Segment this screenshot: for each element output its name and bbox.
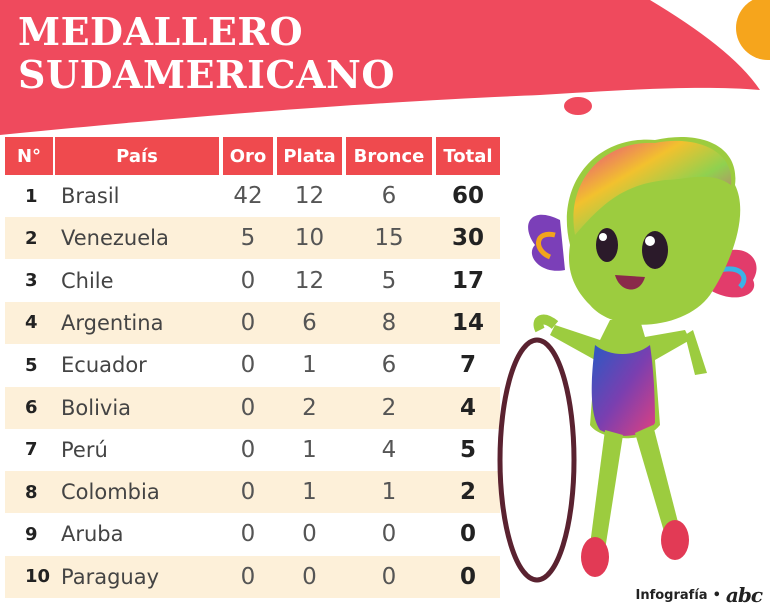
row-country: Bolivia xyxy=(61,395,132,420)
row-total: 30 xyxy=(451,225,484,252)
row-bronze: 8 xyxy=(381,309,397,336)
credit-label: Infografía xyxy=(635,587,708,603)
header-total: Total xyxy=(436,137,500,175)
row-country: Perú xyxy=(61,437,108,462)
row-country: Argentina xyxy=(61,310,164,335)
row-total: 0 xyxy=(459,563,476,590)
table-row: 6 Bolivia 0 2 2 4 xyxy=(5,386,500,429)
header-bronze: Bronce xyxy=(346,137,432,175)
row-bronze: 15 xyxy=(374,225,404,252)
row-number: 9 xyxy=(25,523,38,545)
page-title: MEDALLERO SUDAMERICANO xyxy=(18,10,395,96)
row-bronze: 0 xyxy=(381,521,397,548)
table-row: 9 Aruba 0 0 0 0 xyxy=(5,513,500,555)
row-silver: 1 xyxy=(302,479,317,506)
row-silver: 12 xyxy=(294,267,325,294)
row-country: Brasil xyxy=(61,184,120,208)
title-line-1: MEDALLERO xyxy=(18,9,304,54)
header-num: N° xyxy=(5,137,53,175)
row-silver: 12 xyxy=(294,183,325,209)
row-number: 7 xyxy=(25,439,38,461)
table-row: 2 Venezuela 5 10 15 30 xyxy=(5,217,500,260)
table-row: 7 Perú 0 1 4 5 xyxy=(5,429,500,471)
row-bronze: 4 xyxy=(381,436,397,463)
row-number: 8 xyxy=(25,481,38,503)
row-silver: 1 xyxy=(302,352,317,379)
row-bronze: 2 xyxy=(381,394,397,421)
row-total: 4 xyxy=(459,394,476,421)
row-number: 6 xyxy=(25,397,38,418)
row-total: 60 xyxy=(451,183,484,209)
row-bronze: 6 xyxy=(381,183,397,209)
row-gold: 42 xyxy=(233,183,263,209)
table-row: 1 Brasil 42 12 6 60 xyxy=(5,175,500,217)
header-gold: Oro xyxy=(223,137,273,175)
row-country: Venezuela xyxy=(61,226,169,251)
row-bronze: 6 xyxy=(381,352,397,379)
row-country: Colombia xyxy=(61,480,160,505)
row-total: 2 xyxy=(459,479,476,506)
row-total: 0 xyxy=(459,521,476,548)
row-silver: 1 xyxy=(302,436,317,463)
row-total: 14 xyxy=(451,309,484,336)
row-number: 2 xyxy=(25,227,38,249)
table-row: 5 Ecuador 0 1 6 7 xyxy=(5,344,500,386)
pink-dot-decoration xyxy=(564,97,592,115)
row-country: Chile xyxy=(61,268,114,293)
row-number: 10 xyxy=(25,566,51,588)
row-silver: 0 xyxy=(302,521,317,548)
row-number: 1 xyxy=(25,185,38,207)
row-country: Ecuador xyxy=(61,353,147,378)
row-gold: 0 xyxy=(240,563,256,590)
abc-logo: abc xyxy=(725,583,763,607)
row-total: 5 xyxy=(459,436,476,463)
row-total: 17 xyxy=(451,267,484,294)
row-silver: 0 xyxy=(302,563,317,590)
row-gold: 5 xyxy=(240,225,256,252)
row-gold: 0 xyxy=(240,394,256,421)
header-silver: Plata xyxy=(277,137,342,175)
title-banner xyxy=(0,0,770,135)
table-row: 10 Paraguay 0 0 0 0 xyxy=(5,555,500,598)
row-silver: 6 xyxy=(302,309,317,336)
orange-circle-decoration xyxy=(736,0,770,60)
mascot-illustration xyxy=(497,137,757,583)
row-country: Paraguay xyxy=(61,564,160,589)
row-silver: 10 xyxy=(294,225,325,252)
row-silver: 2 xyxy=(302,394,317,421)
row-number: 4 xyxy=(25,312,38,334)
title-line-2: SUDAMERICANO xyxy=(18,52,395,97)
row-bronze: 0 xyxy=(381,563,397,590)
row-gold: 0 xyxy=(240,521,256,548)
row-total: 7 xyxy=(459,352,476,379)
row-gold: 0 xyxy=(240,436,256,463)
row-gold: 0 xyxy=(240,267,256,294)
row-gold: 0 xyxy=(240,479,256,506)
row-gold: 0 xyxy=(240,309,256,336)
row-number: 5 xyxy=(25,354,38,376)
credit-footer: Infografía • abc xyxy=(635,583,764,607)
row-number: 3 xyxy=(25,270,38,292)
row-bronze: 1 xyxy=(381,479,397,506)
header-country: País xyxy=(55,137,219,175)
table-row: 4 Argentina 0 6 8 14 xyxy=(5,301,500,344)
table-row: 3 Chile 0 12 5 17 xyxy=(5,260,500,302)
table-row: 8 Colombia 0 1 1 2 xyxy=(5,471,500,514)
credit-separator: • xyxy=(712,587,721,603)
row-gold: 0 xyxy=(240,352,256,379)
row-country: Aruba xyxy=(61,522,124,547)
row-bronze: 5 xyxy=(381,267,397,294)
